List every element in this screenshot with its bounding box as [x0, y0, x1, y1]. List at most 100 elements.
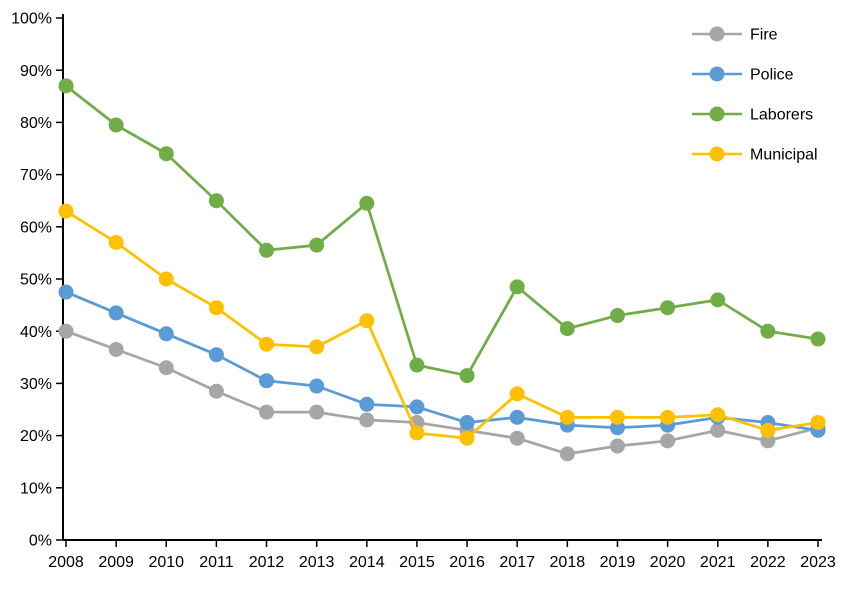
y-axis-tick-label: 20%: [20, 428, 52, 445]
data-point-police-2012: [259, 373, 275, 389]
data-point-laborers-2012: [259, 242, 275, 258]
y-axis-tick-label: 60%: [20, 219, 52, 236]
data-point-laborers-2015: [409, 357, 425, 373]
series-line-laborers: [65, 84, 819, 377]
x-axis-tick-label: 2016: [449, 554, 485, 571]
data-point-municipal-2018: [559, 409, 575, 425]
data-point-police-2009: [108, 305, 124, 321]
legend-label-municipal: Municipal: [750, 147, 818, 164]
x-axis: 2008 2009 2010 2011 2012 2013 2014 2015 2016 2017…: [48, 539, 836, 571]
data-point-fire-2009: [108, 341, 124, 357]
series-line-police: [65, 290, 819, 432]
series-municipal: [58, 203, 826, 446]
data-point-fire-2018: [559, 446, 575, 462]
y-axis-tick-label: 80%: [20, 115, 52, 132]
data-point-police-2008: [58, 284, 74, 300]
data-point-fire-2008: [58, 323, 74, 339]
data-point-laborers-2014: [359, 195, 375, 211]
y-axis-tick-label: 40%: [20, 324, 52, 341]
y-axis-tick-label: 30%: [20, 376, 52, 393]
data-point-police-2019: [609, 420, 625, 436]
data-point-fire-2019: [609, 438, 625, 454]
y-axis-tick-label: 100%: [11, 11, 52, 28]
data-point-fire-2014: [359, 412, 375, 428]
x-axis-tick-label: 2009: [98, 554, 134, 571]
data-point-laborers-2010: [158, 146, 174, 162]
data-point-municipal-2011: [208, 300, 224, 316]
legend-item-fire: Fire: [692, 26, 778, 44]
x-axis-tick-label: 2020: [650, 554, 686, 571]
data-point-municipal-2021: [710, 407, 726, 423]
data-point-police-2015: [409, 399, 425, 415]
y-axis-tick-label: 10%: [20, 480, 52, 497]
series-line-fire: [65, 329, 819, 456]
data-point-municipal-2016: [459, 430, 475, 446]
data-point-fire-2021: [710, 422, 726, 438]
data-point-laborers-2017: [509, 279, 525, 295]
legend-marker-municipal: [709, 146, 725, 162]
data-point-fire-2020: [660, 433, 676, 449]
y-axis-tick-label: 50%: [20, 272, 52, 289]
series-line-municipal: [65, 209, 819, 440]
legend: Fire Police Laborers Municipal: [692, 26, 818, 164]
data-point-police-2016: [459, 415, 475, 431]
data-point-municipal-2014: [359, 313, 375, 329]
data-point-laborers-2009: [108, 117, 124, 133]
legend-label-police: Police: [750, 67, 794, 84]
data-point-laborers-2019: [609, 308, 625, 324]
x-axis-tick-label: 2010: [148, 554, 184, 571]
x-axis-tick-label: 2022: [750, 554, 786, 571]
data-point-fire-2013: [309, 404, 325, 420]
data-point-police-2011: [208, 347, 224, 363]
legend-item-municipal: Municipal: [692, 146, 818, 164]
data-point-police-2017: [509, 409, 525, 425]
data-point-municipal-2013: [309, 339, 325, 355]
legend-label-fire: Fire: [750, 27, 778, 44]
legend-label-laborers: Laborers: [750, 107, 813, 124]
data-point-laborers-2011: [208, 193, 224, 209]
y-axis: 0% 10% 20% 30% 40% 50% 60% 70% 80% 90% 100%: [11, 11, 64, 550]
legend-item-laborers: Laborers: [692, 106, 813, 124]
legend-marker-fire: [709, 26, 725, 42]
x-axis-tick-label: 2018: [550, 554, 586, 571]
data-point-fire-2010: [158, 360, 174, 376]
y-axis-tick-label: 0%: [29, 533, 52, 550]
y-axis-tick-label: 70%: [20, 167, 52, 184]
data-point-municipal-2010: [158, 271, 174, 287]
data-point-municipal-2023: [810, 415, 826, 431]
data-point-police-2013: [309, 378, 325, 394]
x-axis-tick-label: 2015: [399, 554, 435, 571]
legend-item-police: Police: [692, 66, 794, 84]
data-point-municipal-2008: [58, 203, 74, 219]
data-point-laborers-2021: [710, 292, 726, 308]
data-point-municipal-2009: [108, 234, 124, 250]
data-point-fire-2012: [259, 404, 275, 420]
legend-marker-police: [709, 66, 725, 82]
x-axis-tick-label: 2023: [800, 554, 836, 571]
x-axis-tick-label: 2019: [600, 554, 636, 571]
x-axis-tick-label: 2014: [349, 554, 385, 571]
data-point-laborers-2020: [660, 300, 676, 316]
data-point-laborers-2018: [559, 321, 575, 337]
data-point-police-2010: [158, 326, 174, 342]
data-point-municipal-2017: [509, 386, 525, 402]
x-axis-tick-label: 2011: [199, 554, 234, 571]
data-point-police-2014: [359, 396, 375, 412]
data-point-laborers-2016: [459, 368, 475, 384]
data-point-fire-2017: [509, 430, 525, 446]
data-point-laborers-2023: [810, 331, 826, 347]
x-axis-tick-label: 2012: [249, 554, 285, 571]
data-point-municipal-2015: [409, 425, 425, 441]
x-axis-tick-label: 2021: [700, 554, 736, 571]
x-axis-tick-label: 2013: [299, 554, 335, 571]
x-axis-tick-label: 2017: [499, 554, 535, 571]
data-point-laborers-2008: [58, 78, 74, 94]
data-point-laborers-2013: [309, 237, 325, 253]
y-axis-tick-label: 90%: [20, 63, 52, 80]
data-point-laborers-2022: [760, 323, 776, 339]
data-point-fire-2011: [208, 383, 224, 399]
x-axis-tick-label: 2008: [48, 554, 84, 571]
data-point-fire-2022: [760, 433, 776, 449]
